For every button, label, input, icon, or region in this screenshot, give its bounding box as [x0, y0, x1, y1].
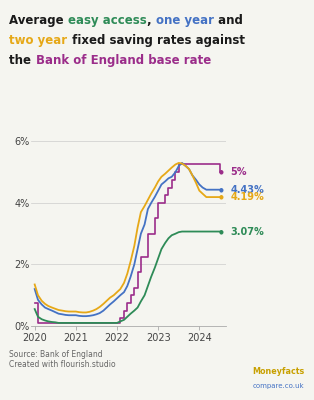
Text: and: and [214, 14, 242, 27]
Text: ●: ● [219, 194, 224, 200]
Text: 5%: 5% [230, 167, 247, 177]
Text: the: the [9, 54, 35, 67]
Text: easy access: easy access [68, 14, 147, 27]
Text: 4.43%: 4.43% [230, 185, 264, 195]
Text: two year: two year [9, 34, 68, 47]
Text: Average: Average [9, 14, 68, 27]
Text: ,: , [147, 14, 156, 27]
Text: ●: ● [219, 170, 224, 175]
Text: Source: Bank of England
Created with flourish.studio: Source: Bank of England Created with flo… [9, 350, 116, 370]
Text: ●: ● [219, 229, 224, 234]
Text: 3.07%: 3.07% [230, 226, 264, 236]
Text: fixed saving rates against: fixed saving rates against [68, 34, 245, 47]
Text: 4.19%: 4.19% [230, 192, 264, 202]
Text: one year: one year [156, 14, 214, 27]
Text: ●: ● [219, 187, 224, 192]
Text: compare.co.uk: compare.co.uk [253, 383, 305, 389]
Text: Bank of England base rate: Bank of England base rate [35, 54, 211, 67]
Text: Moneyfacts: Moneyfacts [252, 368, 305, 376]
